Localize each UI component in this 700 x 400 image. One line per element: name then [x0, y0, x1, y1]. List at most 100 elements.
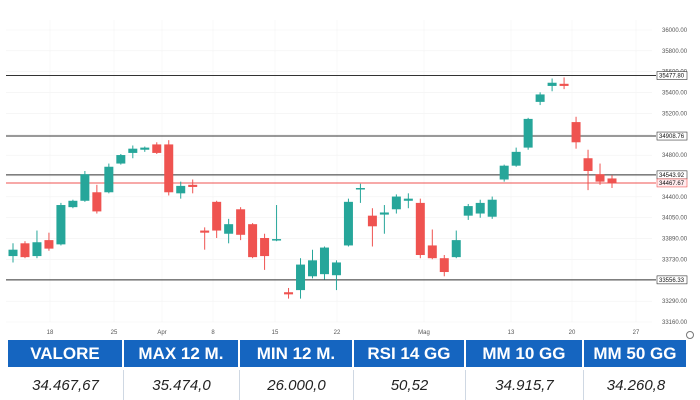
chart-canvas[interactable]: 36000.0035800.0035600.0035400.0035200.00… [0, 0, 700, 340]
stats-value-mm10: 34.915,7 [466, 370, 584, 400]
candle-body [32, 242, 42, 257]
candle-body [463, 206, 473, 216]
candle-body [559, 83, 569, 86]
candle-body [140, 147, 150, 150]
candle-body [128, 148, 138, 153]
candle-body [176, 185, 186, 194]
x-tick-label: 20 [569, 330, 576, 336]
candle-body [236, 209, 246, 235]
y-tick-label: 33160.00 [662, 320, 688, 326]
x-tick-label: 25 [111, 330, 118, 336]
x-tick-label: 15 [272, 330, 279, 336]
stats-table: VALORE MAX 12 M. MIN 12 M. RSI 14 GG MM … [8, 340, 688, 400]
y-tick-label: 33890.00 [662, 237, 688, 243]
candles [8, 77, 617, 299]
candle-body [260, 237, 270, 257]
y-tick-label: 34800.00 [662, 153, 688, 159]
price-tag [656, 178, 688, 188]
candle-body [272, 239, 282, 241]
price-tag [656, 71, 688, 80]
grid-layer [6, 20, 652, 323]
price-tag-label: 34543.92 [659, 173, 685, 179]
stats-header-rsi: RSI 14 GG [353, 340, 464, 367]
candle-body [379, 212, 389, 215]
stats-value-rsi: 50,52 [354, 370, 466, 400]
candle-body [439, 258, 449, 273]
x-tick-label: 27 [633, 330, 640, 336]
candle-body [92, 192, 102, 212]
price-tag [656, 131, 688, 141]
candlestick-chart[interactable]: 36000.0035800.0035600.0035400.0035200.00… [0, 0, 700, 340]
candle-body [152, 144, 162, 153]
candle-body [547, 82, 557, 86]
candle-body [451, 240, 461, 258]
candle-body [296, 264, 306, 291]
candle-body [319, 247, 329, 275]
candle-body [20, 243, 30, 258]
candle-body [523, 118, 533, 148]
stats-value-mm50: 34.260,8 [584, 370, 688, 400]
candle-body [56, 205, 66, 245]
stats-value-row: 34.467,67 35.474,0 26.000,0 50,52 34.915… [8, 370, 688, 400]
x-tick-label: Apr [157, 330, 166, 336]
candle-body [308, 260, 317, 277]
price-tag-label: 34908.76 [659, 134, 685, 140]
candle-body [367, 215, 377, 227]
candle-body [44, 240, 54, 249]
candle-body [391, 196, 401, 210]
candle-body [8, 249, 18, 257]
candle-body [415, 202, 425, 256]
candle-body [487, 199, 497, 217]
candle-body [284, 292, 294, 295]
candle-body [104, 166, 114, 193]
stats-value-max: 35.474,0 [124, 370, 240, 400]
price-tag-label: 34467.67 [659, 181, 685, 187]
candle-body [427, 245, 437, 259]
candle-body [499, 165, 509, 180]
candle-body [224, 224, 234, 234]
candle-body [535, 94, 545, 102]
stats-value-valore: 34.467,67 [8, 370, 124, 400]
y-tick-label: 36000.00 [662, 28, 688, 34]
y-tick-label: 33290.00 [662, 299, 688, 305]
price-tag-label: 35477.80 [659, 74, 685, 80]
candle-body [595, 174, 605, 182]
stats-header-min: MIN 12 M. [239, 340, 352, 367]
x-axis: 18 25 Apr 8 15 22 Mag 13 20 27 [47, 330, 640, 336]
candle-body [212, 201, 222, 231]
stats-value-min: 26.000,0 [240, 370, 354, 400]
gear-icon[interactable] [686, 331, 694, 339]
candle-body [188, 184, 198, 187]
candle-body [80, 174, 90, 201]
candle-body [343, 201, 353, 246]
y-tick-label: 34400.00 [662, 195, 688, 201]
candle-body [248, 224, 258, 258]
candle-body [475, 202, 485, 214]
candle-body [403, 198, 413, 201]
candle-body [200, 230, 210, 233]
y-tick-label: 34050.00 [662, 216, 688, 222]
x-tick-label: Mag [418, 330, 430, 336]
candle-body [68, 200, 78, 208]
y-tick-label: 35800.00 [662, 49, 688, 55]
y-tick-label: 33730.00 [662, 257, 688, 263]
stats-header-mm50: MM 50 GG [583, 340, 687, 367]
candle-body [571, 122, 581, 143]
y-tick-label: 35400.00 [662, 91, 688, 97]
candle-body [607, 178, 617, 183]
x-tick-label: 22 [334, 330, 341, 336]
candle-body [583, 158, 593, 171]
stats-header-row: VALORE MAX 12 M. MIN 12 M. RSI 14 GG MM … [8, 340, 688, 367]
candle-body [511, 151, 521, 166]
stats-header-valore: VALORE [8, 340, 122, 367]
stats-header-max: MAX 12 M. [123, 340, 238, 367]
candle-body [164, 144, 174, 193]
level-lines [6, 75, 656, 281]
candle-body [355, 188, 365, 190]
candle-body [116, 155, 126, 164]
stats-header-mm10: MM 10 GG [465, 340, 582, 367]
price-tag-label: 33556.33 [659, 278, 685, 284]
candle-body [331, 262, 341, 276]
x-tick-label: 13 [508, 330, 515, 336]
y-tick-label: 35200.00 [662, 111, 688, 117]
